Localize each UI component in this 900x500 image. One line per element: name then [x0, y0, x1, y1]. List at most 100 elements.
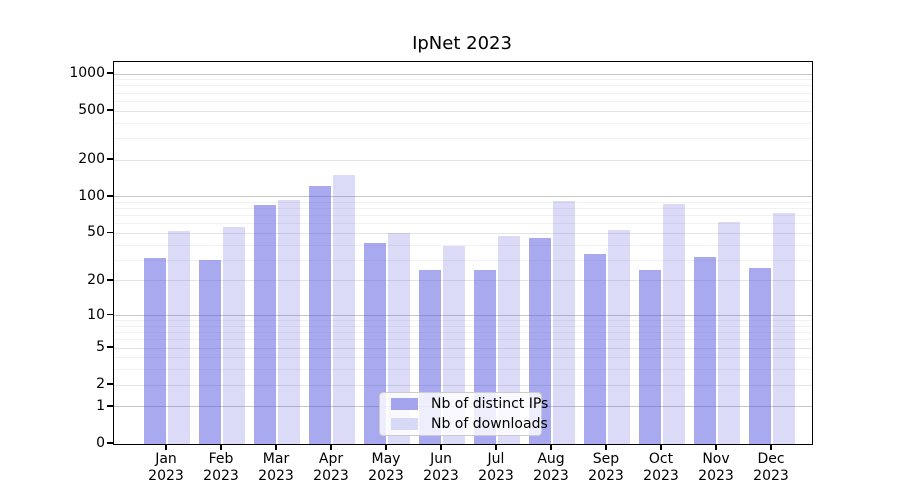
x-tick-label: May 2023	[368, 451, 404, 484]
legend-item-downloads: Nb of downloads	[380, 416, 548, 433]
bar-oct-ips	[639, 269, 661, 444]
x-tick-label: Feb 2023	[203, 451, 239, 484]
x-tick-mark	[715, 444, 717, 450]
gridline	[114, 73, 812, 75]
gridline	[114, 223, 812, 225]
bar-sep-ips	[584, 253, 606, 444]
y-tick-mark	[107, 158, 113, 160]
x-tick-label: Nov 2023	[698, 451, 734, 484]
bar-apr-ips	[309, 185, 331, 444]
gridline	[114, 159, 812, 161]
bar-jul-downloads	[498, 235, 520, 444]
legend-swatch-distinct-ips	[391, 398, 418, 410]
y-tick-mark	[107, 346, 113, 348]
y-tick-mark	[107, 279, 113, 281]
gridline	[114, 339, 812, 341]
legend: Nb of distinct IPs Nb of downloads	[379, 392, 548, 436]
x-tick-mark	[770, 444, 772, 450]
bar-nov-ips	[694, 256, 716, 444]
x-tick-label: Aug 2023	[533, 451, 569, 484]
y-tick-label: 1000	[69, 65, 105, 82]
gridline	[114, 332, 812, 334]
bar-dec-ips	[749, 267, 771, 444]
y-tick-label: 200	[78, 151, 105, 167]
chart-title: IpNet 2023	[412, 33, 512, 54]
y-tick-mark	[107, 231, 113, 234]
x-tick-label: Oct 2023	[643, 451, 679, 484]
y-tick-mark	[107, 442, 113, 444]
gridline	[114, 79, 812, 81]
x-tick-mark	[275, 444, 277, 450]
y-tick-mark	[107, 383, 113, 385]
y-tick-mark	[107, 72, 113, 74]
x-tick-mark	[660, 444, 662, 450]
y-tick-label: 50	[87, 224, 105, 241]
gridline	[114, 384, 812, 386]
legend-item-distinct-ips: Nb of distinct IPs	[380, 396, 548, 413]
x-tick-label: Jan 2023	[148, 451, 184, 484]
legend-swatch-downloads	[391, 418, 418, 430]
gridline	[114, 215, 812, 217]
bar-jan-downloads	[168, 231, 190, 444]
gridline	[114, 208, 812, 210]
bar-aug-downloads	[553, 201, 575, 444]
gridline	[114, 315, 812, 317]
gridline	[114, 347, 812, 349]
bar-jan-ips	[144, 258, 166, 444]
gridline	[114, 369, 812, 371]
x-tick-label: Mar 2023	[258, 451, 294, 484]
plot-area	[113, 61, 813, 445]
gridline	[114, 259, 812, 261]
y-tick-label: 5	[96, 339, 105, 356]
x-tick-mark	[605, 444, 607, 450]
x-tick-label: Jul 2023	[478, 451, 514, 484]
y-tick-label: 2	[96, 376, 105, 393]
bar-sep-downloads	[608, 230, 630, 444]
y-tick-mark	[107, 195, 113, 197]
gridline	[114, 137, 812, 139]
x-tick-mark	[385, 444, 387, 450]
y-tick-label: 10	[87, 306, 105, 323]
x-tick-mark	[495, 444, 497, 450]
y-tick-mark	[107, 405, 113, 407]
y-tick-mark	[107, 313, 113, 316]
bar-apr-downloads	[333, 175, 355, 444]
x-tick-mark	[330, 444, 332, 450]
gridline	[114, 122, 812, 124]
bar-feb-ips	[199, 260, 221, 444]
x-tick-label: Dec 2023	[753, 451, 789, 484]
gridline	[114, 201, 812, 203]
bar-mar-ips	[254, 205, 276, 444]
x-tick-label: Sep 2023	[588, 451, 624, 484]
legend-label-downloads: Nb of downloads	[431, 416, 548, 432]
x-tick-label: Jun 2023	[423, 451, 459, 484]
bar-feb-downloads	[223, 226, 245, 444]
gridline	[114, 196, 812, 198]
legend-label-distinct-ips: Nb of distinct IPs	[431, 396, 549, 412]
gridline	[114, 110, 812, 112]
gridline	[114, 232, 812, 234]
gridline	[114, 100, 812, 102]
gridline	[114, 320, 812, 322]
x-tick-label: Apr 2023	[313, 451, 349, 484]
bar-nov-downloads	[718, 222, 740, 444]
x-tick-mark	[220, 444, 222, 450]
x-tick-mark	[550, 444, 552, 450]
x-tick-mark	[165, 444, 167, 450]
y-tick-mark	[107, 109, 113, 111]
y-tick-label: 500	[78, 102, 105, 119]
bar-mar-downloads	[278, 199, 300, 444]
y-tick-label: 20	[87, 271, 105, 288]
y-tick-label: 100	[78, 187, 105, 204]
gridline	[114, 357, 812, 359]
y-tick-label: 0	[96, 435, 105, 451]
gridline	[114, 85, 812, 87]
bar-dec-downloads	[773, 212, 795, 444]
gridline	[114, 280, 812, 282]
x-tick-mark	[440, 444, 442, 450]
gridline	[114, 244, 812, 246]
y-tick-label: 1	[96, 397, 105, 414]
bar-oct-downloads	[663, 203, 685, 444]
bar-may-downloads	[388, 233, 410, 444]
